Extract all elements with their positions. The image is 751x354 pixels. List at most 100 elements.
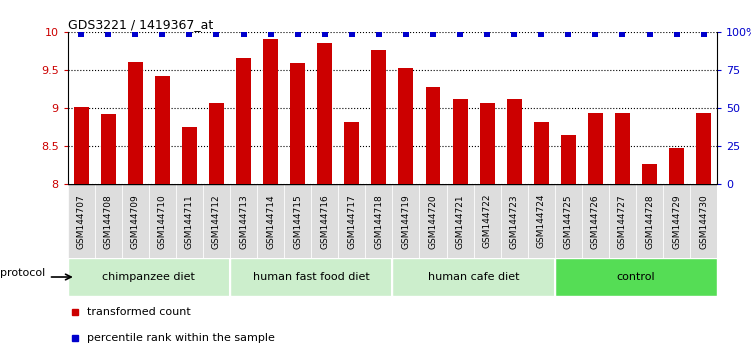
- Text: GSM144710: GSM144710: [158, 194, 167, 249]
- Text: GSM144708: GSM144708: [104, 194, 113, 249]
- Point: [75, 31, 87, 37]
- Text: GSM144707: GSM144707: [77, 194, 86, 249]
- Bar: [642, 164, 657, 184]
- Point: [508, 31, 520, 37]
- Point: [183, 31, 195, 37]
- Bar: [182, 127, 197, 184]
- Text: GSM144711: GSM144711: [185, 194, 194, 249]
- Bar: [209, 103, 224, 184]
- Point: [237, 31, 249, 37]
- Bar: [338, 184, 365, 258]
- Text: GSM144720: GSM144720: [429, 194, 438, 249]
- Bar: [290, 63, 305, 184]
- Text: GSM144722: GSM144722: [483, 194, 492, 249]
- Bar: [582, 184, 609, 258]
- Point: [210, 31, 222, 37]
- Point: [644, 31, 656, 37]
- Bar: [663, 184, 690, 258]
- Bar: [420, 184, 447, 258]
- Text: control: control: [617, 272, 656, 282]
- Point: [400, 31, 412, 37]
- Text: GSM144726: GSM144726: [591, 194, 600, 249]
- Bar: [203, 184, 230, 258]
- Bar: [230, 258, 392, 296]
- Bar: [236, 58, 251, 184]
- Point: [427, 31, 439, 37]
- Bar: [149, 184, 176, 258]
- Bar: [128, 62, 143, 184]
- Point: [156, 31, 168, 37]
- Bar: [555, 184, 582, 258]
- Text: GDS3221 / 1419367_at: GDS3221 / 1419367_at: [68, 18, 213, 31]
- Bar: [317, 42, 332, 184]
- Bar: [365, 184, 392, 258]
- Bar: [155, 76, 170, 184]
- Bar: [588, 113, 603, 184]
- Text: GSM144729: GSM144729: [672, 194, 681, 249]
- Text: GSM144725: GSM144725: [564, 194, 573, 249]
- Text: GSM144723: GSM144723: [510, 194, 519, 249]
- Text: GSM144717: GSM144717: [347, 194, 356, 249]
- Point: [102, 31, 114, 37]
- Point: [318, 31, 330, 37]
- Bar: [507, 99, 522, 184]
- Bar: [528, 184, 555, 258]
- Bar: [263, 39, 278, 184]
- Text: GSM144712: GSM144712: [212, 194, 221, 249]
- Text: transformed count: transformed count: [87, 307, 191, 317]
- Bar: [609, 184, 636, 258]
- Bar: [453, 99, 468, 184]
- Text: human fast food diet: human fast food diet: [253, 272, 369, 282]
- Bar: [399, 68, 413, 184]
- Bar: [68, 184, 95, 258]
- Bar: [95, 184, 122, 258]
- Text: GSM144728: GSM144728: [645, 194, 654, 249]
- Point: [535, 31, 547, 37]
- Text: GSM144714: GSM144714: [266, 194, 275, 249]
- Point: [671, 31, 683, 37]
- Bar: [372, 50, 386, 184]
- Bar: [426, 87, 440, 184]
- Text: GSM144719: GSM144719: [402, 194, 411, 249]
- Bar: [561, 135, 576, 184]
- Bar: [176, 184, 203, 258]
- Point: [617, 31, 629, 37]
- Point: [698, 31, 710, 37]
- Bar: [696, 113, 711, 184]
- Text: protocol: protocol: [0, 268, 45, 279]
- Text: GSM144727: GSM144727: [618, 194, 627, 249]
- Bar: [447, 184, 474, 258]
- Bar: [392, 184, 420, 258]
- Point: [372, 31, 385, 37]
- Text: GSM144709: GSM144709: [131, 194, 140, 249]
- Bar: [474, 184, 501, 258]
- Bar: [501, 184, 528, 258]
- Bar: [534, 122, 549, 184]
- Bar: [101, 114, 116, 184]
- Bar: [690, 184, 717, 258]
- Point: [454, 31, 466, 37]
- Point: [590, 31, 602, 37]
- Text: chimpanzee diet: chimpanzee diet: [102, 272, 195, 282]
- Text: GSM144715: GSM144715: [293, 194, 302, 249]
- Bar: [345, 122, 359, 184]
- Bar: [230, 184, 257, 258]
- Bar: [311, 184, 338, 258]
- Text: GSM144730: GSM144730: [699, 194, 708, 249]
- Bar: [392, 258, 555, 296]
- Text: percentile rank within the sample: percentile rank within the sample: [87, 333, 275, 343]
- Point: [264, 31, 276, 37]
- Bar: [615, 113, 630, 184]
- Point: [291, 31, 303, 37]
- Bar: [555, 258, 717, 296]
- Text: GSM144718: GSM144718: [374, 194, 383, 249]
- Bar: [480, 103, 495, 184]
- Bar: [122, 184, 149, 258]
- Bar: [284, 184, 311, 258]
- Bar: [74, 107, 89, 184]
- Text: human cafe diet: human cafe diet: [428, 272, 520, 282]
- Bar: [636, 184, 663, 258]
- Point: [345, 31, 357, 37]
- Text: GSM144721: GSM144721: [456, 194, 465, 249]
- Text: GSM144716: GSM144716: [320, 194, 329, 249]
